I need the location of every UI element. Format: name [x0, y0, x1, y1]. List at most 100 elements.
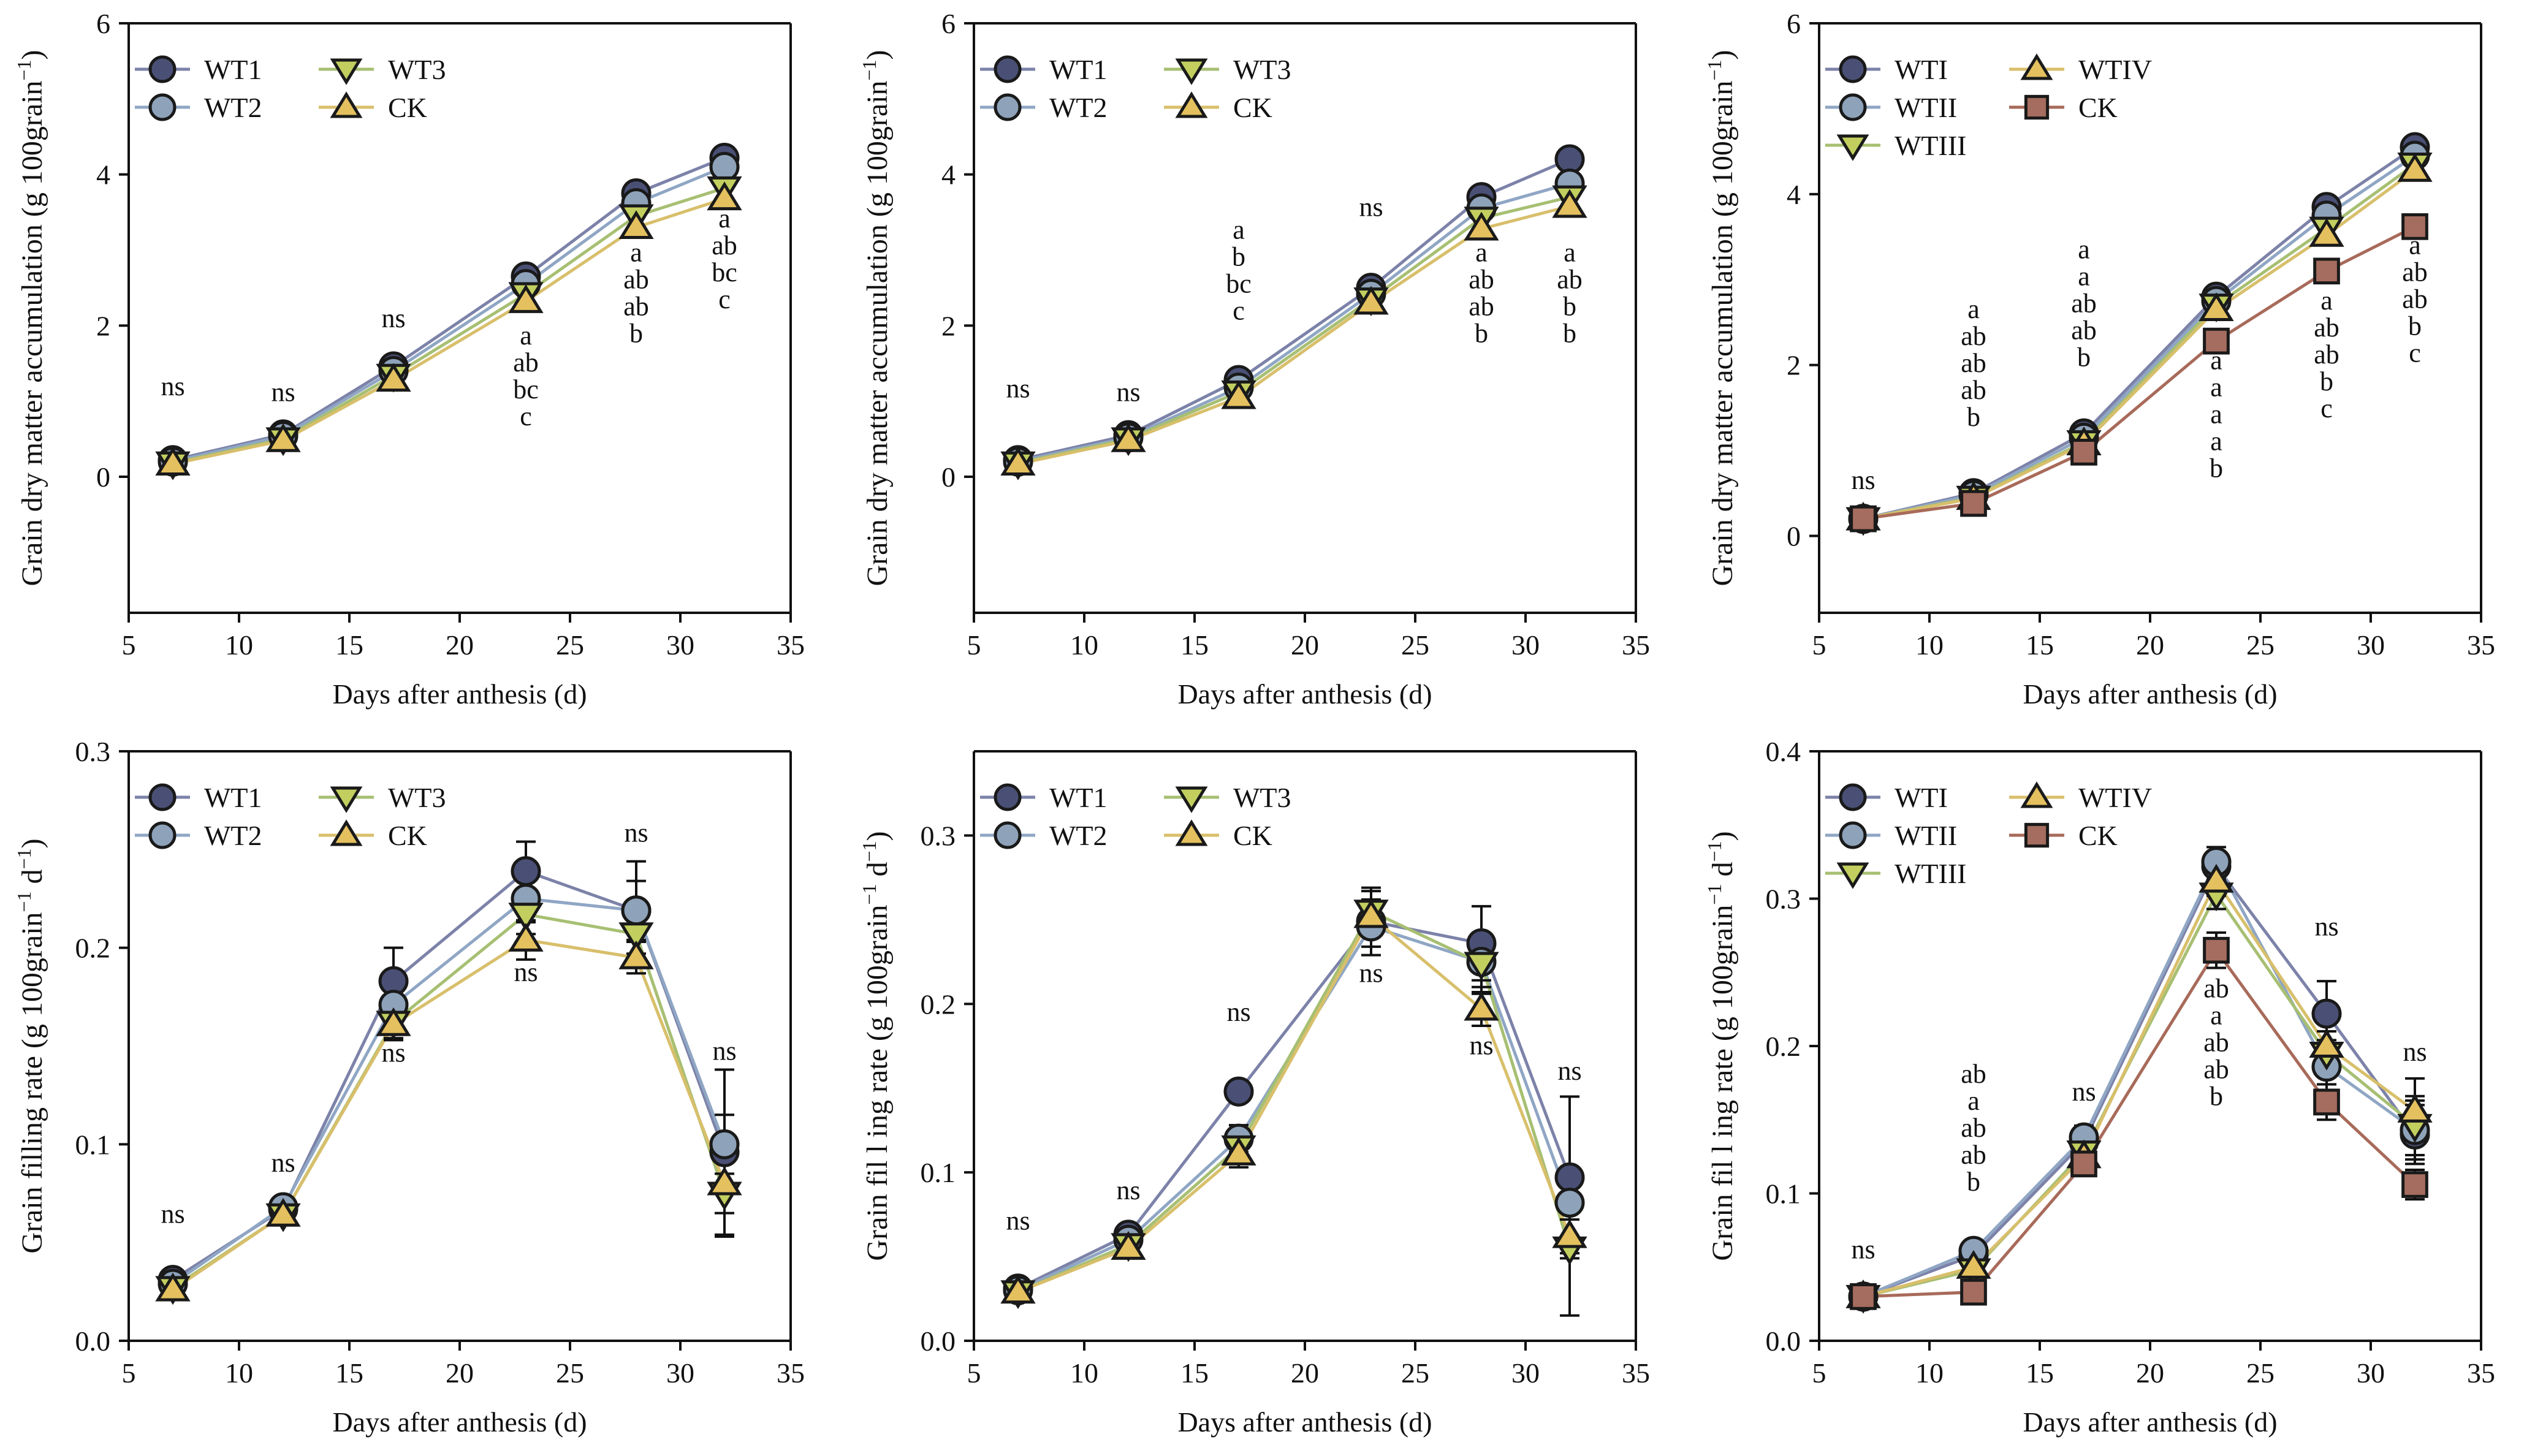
legend-label-WT3: WT3	[1233, 782, 1291, 813]
series-line-CK	[1863, 225, 2416, 521]
x-tick-label: 35	[2467, 1357, 2495, 1389]
data-point-CK	[155, 447, 191, 476]
x-tick-label: 30	[2357, 629, 2385, 661]
y-axis-label-part: d	[861, 862, 894, 884]
significance-label: ns	[271, 1148, 295, 1178]
x-tick-label: 25	[1401, 1357, 1429, 1389]
data-point-CK	[1850, 1283, 1877, 1310]
legend-marker-WTI	[1839, 55, 1867, 83]
legend-marker-WT2	[994, 821, 1022, 849]
significance-label: b	[1563, 292, 1576, 322]
data-point-CK	[2203, 327, 2230, 355]
significance-label: a	[718, 203, 731, 233]
legend-label-CK: CK	[388, 820, 427, 851]
significance-label: b	[2210, 1082, 2223, 1112]
data-point-WT2	[709, 151, 740, 182]
data-point-CK	[707, 181, 742, 211]
legend-marker-WT3	[330, 786, 363, 813]
x-tick-label: 25	[1401, 629, 1429, 661]
legend-label-CK: CK	[1233, 92, 1272, 123]
legend-label-WT1: WT1	[1049, 54, 1108, 85]
y-axis-label-part: )	[1706, 50, 1739, 59]
significance-label: ns	[1226, 997, 1250, 1027]
data-point-CK	[2313, 257, 2340, 285]
legend-label-CK: CK	[2078, 820, 2118, 851]
significance-label: ab	[1961, 1140, 1986, 1170]
chart-panel-rate-3: 5 10 15 20 25 30 35 0.0 0.1 0.2 0.3 0.4 Days after a…	[1703, 736, 2495, 1438]
x-tick-label: 25	[2246, 629, 2275, 661]
y-axis-label-part: d	[16, 869, 48, 891]
x-tick-label: 5	[1812, 629, 1826, 661]
x-tick-label: 25	[2246, 1357, 2275, 1389]
series-line-WT1	[1017, 919, 1572, 1291]
data-point-CK	[618, 940, 654, 969]
significance-label: ab	[1469, 292, 1494, 322]
data-point-CK	[1552, 1219, 1587, 1248]
significance-label: a	[2210, 1001, 2222, 1031]
x-tick-label: 25	[556, 1357, 584, 1389]
legend-marker-WTII	[1839, 93, 1867, 121]
significance-label: b	[1475, 319, 1488, 349]
data-point-CK	[2070, 439, 2097, 466]
significance-label: ab	[1961, 1113, 1986, 1143]
x-tick-label: 35	[2467, 629, 2495, 661]
x-tick-label: 20	[446, 1357, 474, 1389]
data-point-CK	[2203, 936, 2230, 964]
x-tick-label: 15	[2026, 1357, 2054, 1389]
y-tick-label: 0.3	[921, 820, 956, 851]
y-axis-label-part: )	[861, 50, 894, 59]
data-point-WTIV	[2397, 153, 2433, 182]
x-tick-label: 10	[225, 1357, 253, 1389]
legend-label-WT3: WT3	[388, 782, 446, 813]
legend-label-CK: CK	[1233, 820, 1272, 851]
legend-marker-WT3	[1175, 786, 1208, 813]
x-tick-label: 30	[666, 629, 694, 661]
legend-marker-CK	[2024, 94, 2050, 120]
significance-label: ab	[623, 265, 649, 295]
data-point-CK	[1464, 992, 1499, 1021]
legend-label-CK: CK	[388, 92, 427, 123]
x-tick-label: 5	[967, 629, 981, 661]
significance-label: ns	[1359, 958, 1383, 988]
significance-label: b	[1232, 242, 1245, 272]
y-axis-label-superscript: −1	[13, 891, 35, 912]
significance-label: ns	[271, 377, 295, 408]
significance-label: b	[1967, 1167, 1980, 1197]
significance-label: a	[1967, 294, 1980, 324]
significance-label: c	[2409, 338, 2421, 368]
significance-label: ns	[1851, 465, 1875, 495]
y-tick-label: 0	[941, 461, 956, 493]
y-axis-label: Grain dry matter accumulation (g 100grai…	[858, 50, 894, 586]
series-line-WT3	[1017, 909, 1572, 1294]
data-point-WT2	[1554, 1188, 1585, 1218]
y-tick-label: 2	[96, 310, 110, 341]
legend-marker-WTIV	[2020, 53, 2053, 80]
y-axis-label-part: Grain dry matter accumulation (g 100grai…	[16, 80, 48, 586]
data-point-WT2	[621, 895, 652, 926]
legend-label-WT2: WT2	[204, 92, 262, 123]
series-line-WTII	[1863, 858, 2416, 1299]
data-point-CK	[376, 1007, 411, 1036]
significance-label: c	[718, 284, 731, 314]
data-point-CK	[2070, 1150, 2097, 1178]
significance-label: bc	[712, 257, 737, 287]
legend-label-WT3: WT3	[1233, 54, 1291, 85]
significance-label: ab	[1469, 265, 1494, 295]
data-point-CK	[1111, 423, 1146, 452]
x-tick-label: 10	[1915, 629, 1944, 661]
significance-label: c	[520, 401, 532, 431]
series-line-WT1	[1017, 157, 1570, 462]
significance-label: a	[520, 320, 532, 351]
x-tick-label: 20	[2136, 629, 2164, 661]
significance-label: b	[2210, 453, 2223, 483]
data-point-WTIV	[1956, 1249, 1991, 1279]
x-tick-label: 5	[122, 629, 136, 661]
data-point-CK	[1960, 1278, 1987, 1306]
significance-label: ab	[623, 292, 649, 322]
series-group	[1000, 886, 1587, 1317]
y-axis-label: Grain fil l ing rate (g 100grain−1 d−1)	[1703, 831, 1739, 1261]
legend-label-WT1: WT1	[204, 782, 262, 813]
significance-label: ab	[2402, 257, 2428, 287]
series-line-CK	[1863, 947, 2416, 1299]
legend-label-WTII: WTII	[1895, 92, 1957, 123]
